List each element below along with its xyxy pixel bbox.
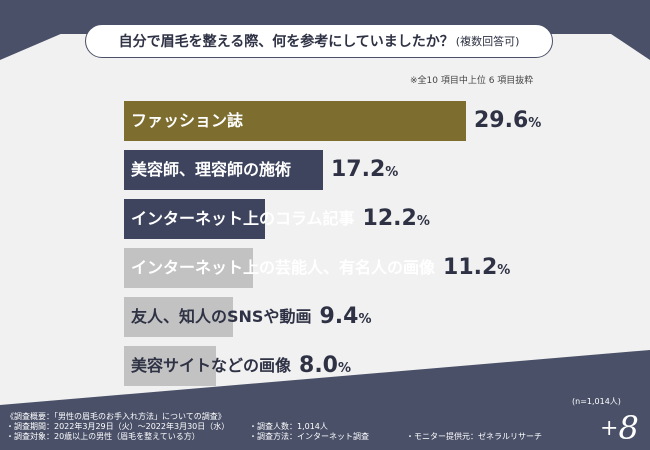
bar-5 xyxy=(124,297,233,337)
bar-value-unit-6: % xyxy=(338,361,352,376)
bar-value-unit-2: % xyxy=(385,165,399,180)
bar-label-5: 友人、知人のSNSや動画 xyxy=(131,307,312,326)
bar-value-2: 17.2% xyxy=(331,150,398,190)
bar-value-4: 11.2% xyxy=(443,248,510,288)
bar-6 xyxy=(124,346,216,386)
bar-value-5: 9.4% xyxy=(319,297,371,337)
bar-value-1: 29.6% xyxy=(474,101,541,141)
bar-value-number-3: 12.2 xyxy=(362,206,417,231)
logo-plus: + xyxy=(600,416,619,441)
bar-value-unit-3: % xyxy=(416,214,430,229)
bar-label-4: インターネット上の芸能人、有名人の画像 xyxy=(131,258,436,277)
brand-logo: +8 xyxy=(600,410,639,447)
bar-label-2: 美容師、理容師の施術 xyxy=(131,160,292,179)
bar-value-unit-4: % xyxy=(497,263,511,278)
bar-value-unit-1: % xyxy=(528,116,542,131)
footer-line-target: ・調査対象：20歳以上の男性（眉毛を整えている方） xyxy=(6,432,200,441)
bar-value-number-5: 9.4 xyxy=(319,304,359,329)
bar-value-number-6: 8.0 xyxy=(299,353,338,378)
footer-line-count: ・調査人数：1,014人 xyxy=(249,422,328,431)
footer-line-survey: 《調査概要：「男性の眉毛のお手入れ方法」についての調査》 xyxy=(6,412,226,421)
bar-value-3: 12.2% xyxy=(363,199,430,239)
sample-size: (n=1,014人) xyxy=(572,397,621,406)
bar-label-6: 美容サイトなどの画像 xyxy=(131,356,292,375)
chart-title-sub: (複数回答可) xyxy=(455,35,520,48)
bar-label-1: ファッション誌 xyxy=(131,111,244,130)
bar-1 xyxy=(124,101,466,141)
logo-number: 8 xyxy=(618,409,639,447)
bar-value-unit-5: % xyxy=(358,312,372,327)
chart-title-main: 自分で眉毛を整える際、何を参考にしていましたか？ xyxy=(118,34,454,50)
bar-value-6: 8.0% xyxy=(299,346,351,386)
bar-3 xyxy=(124,199,265,239)
bar-4 xyxy=(124,248,253,288)
bar-value-number-4: 11.2 xyxy=(443,255,498,280)
footer-line-provider: ・モニター提供元：ゼネラルリサーチ xyxy=(406,432,542,441)
chart-note: ※全10 項目中上位 6 項目抜粋 xyxy=(410,76,534,86)
bar-value-number-1: 29.6 xyxy=(474,108,529,133)
chart-title: 自分で眉毛を整える際、何を参考にしていましたか？ (複数回答可) xyxy=(85,24,553,58)
footer-line-method: ・調査方法：インターネット調査 xyxy=(249,432,369,441)
bar-2 xyxy=(124,150,323,190)
bar-value-number-2: 17.2 xyxy=(331,157,386,182)
bar-label-3: インターネット上のコラム記事 xyxy=(131,209,355,228)
footer-line-period: ・調査期間：2022年3月29日（火）～2022年3月30日（水） xyxy=(6,422,230,431)
